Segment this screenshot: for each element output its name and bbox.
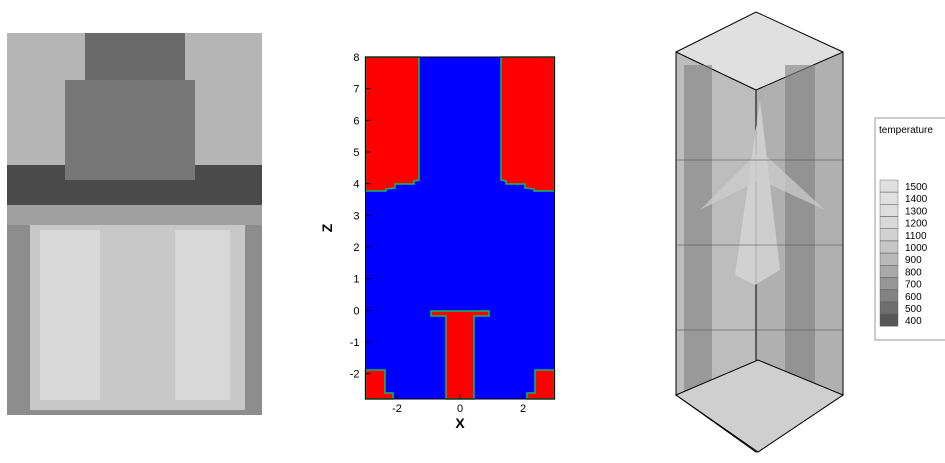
domain-plot: X Z -2 0 2 -2 -1 0 1 2 3 4 5 6 7 8 xyxy=(319,52,555,431)
legend-label: 900 xyxy=(905,255,922,266)
legend-swatch xyxy=(880,314,898,326)
legend-swatch xyxy=(880,265,898,277)
legend-swatch xyxy=(880,241,898,253)
x-tick-label: 2 xyxy=(520,403,526,415)
x-tick-label: -2 xyxy=(392,403,402,415)
legend-label: 800 xyxy=(905,267,922,278)
legend-swatch xyxy=(880,278,898,290)
legend-label: 500 xyxy=(905,304,922,315)
y-tick-label: 4 xyxy=(353,179,359,191)
y-tick-label: 0 xyxy=(353,305,359,317)
legend-label: 1300 xyxy=(905,206,928,217)
3d-render xyxy=(676,12,843,452)
legend-label: 1000 xyxy=(905,243,928,254)
figure: X Z -2 0 2 -2 -1 0 1 2 3 4 5 6 7 8 temperature 150014… xyxy=(0,0,945,458)
legend-label: 600 xyxy=(905,292,922,303)
legend-label: 1500 xyxy=(905,182,928,193)
x-tick-label: 0 xyxy=(457,403,463,415)
legend-label: 700 xyxy=(905,280,922,291)
legend-swatch xyxy=(880,253,898,265)
y-tick-label: 2 xyxy=(353,242,359,254)
legend-label: 1200 xyxy=(905,219,928,230)
legend-swatch xyxy=(880,180,898,192)
y-axis-label: Z xyxy=(319,223,335,232)
legend-label: 1100 xyxy=(905,231,927,242)
legend-swatch xyxy=(880,192,898,204)
legend-swatch xyxy=(880,204,898,216)
x-axis-label: X xyxy=(455,415,465,431)
y-tick-label: 5 xyxy=(353,147,359,159)
photo xyxy=(7,33,262,415)
solid-region xyxy=(501,57,555,191)
legend-label: 1400 xyxy=(905,194,928,205)
legend-swatch xyxy=(880,302,898,314)
y-tick-label: 3 xyxy=(353,210,359,222)
y-tick-label: 8 xyxy=(353,52,359,64)
legend-title: temperature xyxy=(879,125,933,136)
legend-label: 400 xyxy=(905,316,922,327)
y-tick-label: 1 xyxy=(353,274,359,286)
y-tick-label: 6 xyxy=(353,115,359,127)
y-tick-label: -1 xyxy=(350,337,360,349)
legend-swatch xyxy=(880,290,898,302)
legend-swatch xyxy=(880,217,898,229)
legend-swatch xyxy=(880,229,898,241)
y-tick-label: -2 xyxy=(350,369,360,381)
solid-region xyxy=(366,57,420,191)
y-tick-label: 7 xyxy=(353,84,359,96)
